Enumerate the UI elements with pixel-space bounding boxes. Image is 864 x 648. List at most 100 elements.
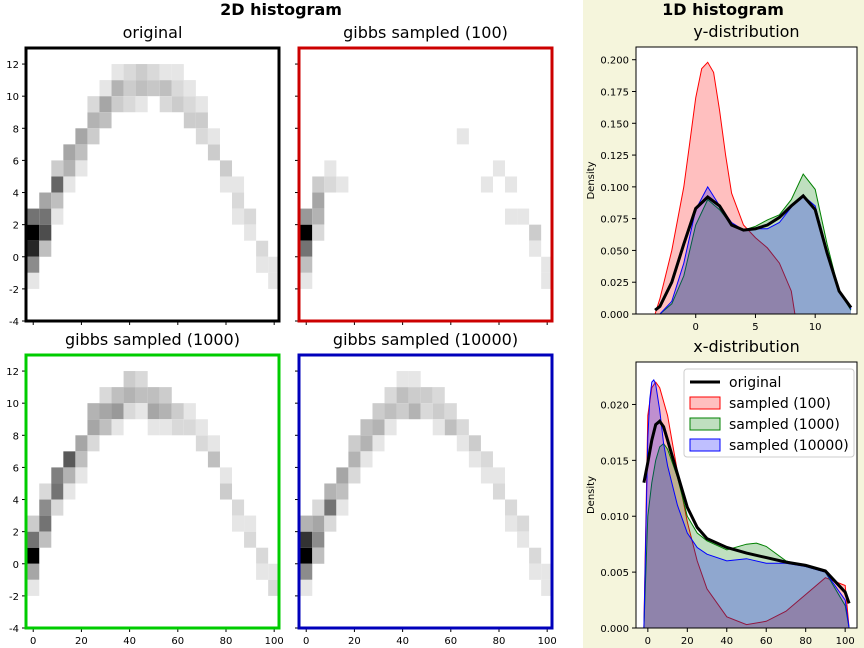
heatmap-cell xyxy=(171,64,184,81)
heatmap-cell xyxy=(111,80,124,97)
heatmap-cell xyxy=(529,563,542,580)
y-tick-label: 0.015 xyxy=(600,456,629,467)
heatmap-cell xyxy=(456,128,469,145)
heatmap-cell xyxy=(51,176,64,193)
heatmap-cell xyxy=(529,547,542,564)
heatmap-cell xyxy=(159,387,172,404)
x-tick-label: 80 xyxy=(799,636,812,647)
heatmap-cell xyxy=(87,435,100,452)
heatmap-cell xyxy=(183,403,196,420)
plot-background xyxy=(636,47,857,314)
y-tick-label: 0.025 xyxy=(600,278,629,289)
heatmap-cell xyxy=(244,208,257,225)
heatmap-cell xyxy=(207,435,220,452)
heatmap-grid: original -4 -2 0 2 4 6 8 10 12 gibbs sampled (100)… xyxy=(6,23,556,647)
heatmap-cell xyxy=(75,451,88,468)
heatmap-cell xyxy=(123,96,136,113)
heatmap-cell xyxy=(51,499,64,516)
heatmap-cell xyxy=(312,515,325,532)
heatmap-cell xyxy=(99,112,112,129)
heatmap-cell xyxy=(135,387,148,404)
heatmap-cell xyxy=(456,419,469,436)
heatmap-cell xyxy=(75,467,88,484)
heatmap-title: gibbs sampled (100) xyxy=(343,23,508,42)
y-tick-label: 6 xyxy=(13,156,19,167)
heatmap-cell xyxy=(207,451,220,468)
y-tick-label: 2 xyxy=(13,528,19,539)
left-section-title: 2D histogram xyxy=(220,0,342,19)
density-area-sampled_1000 xyxy=(643,443,850,628)
heatmap-cell xyxy=(147,387,160,404)
heatmap-cell xyxy=(541,579,552,596)
heatmap-cell xyxy=(517,531,530,548)
y-tick-label: 0.100 xyxy=(600,183,629,194)
heatmap-cell xyxy=(27,531,40,548)
heatmap-cell xyxy=(360,451,373,468)
heatmap-cell xyxy=(207,128,220,145)
y-tick-label: 10 xyxy=(6,399,19,410)
heatmap-cell xyxy=(432,403,445,420)
heatmap-cell xyxy=(312,176,325,193)
heatmap-cell xyxy=(63,483,76,500)
heatmap-cell xyxy=(312,208,325,225)
heatmap-cell xyxy=(300,579,313,596)
heatmap-cell xyxy=(232,176,245,193)
x-tick-label: 0 xyxy=(645,636,651,647)
heatmap-cell xyxy=(147,64,160,81)
heatmap-cell xyxy=(111,96,124,113)
heatmap-cell xyxy=(27,547,40,564)
x-tick-label: 100 xyxy=(836,636,855,647)
y-axis-label: Density xyxy=(586,476,597,514)
heatmap-cell xyxy=(99,387,112,404)
heatmap-cell xyxy=(348,451,361,468)
density-line-original xyxy=(642,418,851,604)
heatmap-cell xyxy=(195,128,208,145)
density-panel-xdist: x-distribution Density 0.000 0.005 0.010 0.01… xyxy=(586,337,858,647)
heatmap-cell xyxy=(195,435,208,452)
heatmap-cell xyxy=(300,224,313,241)
heatmap-cell xyxy=(336,467,349,484)
heatmap-cell xyxy=(183,80,196,97)
heatmap-cell xyxy=(480,451,493,468)
legend-label: original xyxy=(729,375,781,391)
heatmap-frame xyxy=(297,353,554,630)
heatmap-cell xyxy=(123,403,136,420)
heatmap-cell xyxy=(171,80,184,97)
legend-label: sampled (10000) xyxy=(729,438,849,454)
y-tick-label: 4 xyxy=(13,189,19,200)
heatmap-cell xyxy=(27,256,40,273)
y-tick-label: 0.150 xyxy=(600,119,629,130)
heatmap-cell xyxy=(408,403,421,420)
heatmap-cell xyxy=(336,483,349,500)
heatmap-cell xyxy=(529,240,542,257)
density-line-sampled_100 xyxy=(654,61,796,315)
x-tick-label: 20 xyxy=(75,636,88,647)
heatmap-cell xyxy=(517,515,530,532)
heatmap-cell xyxy=(99,80,112,97)
legend-box xyxy=(683,368,855,458)
plot-frame xyxy=(635,361,858,629)
heatmap-cell xyxy=(123,387,136,404)
heatmap-cell xyxy=(517,208,530,225)
heatmap-cell xyxy=(468,435,481,452)
heatmap-panel-g1000: gibbs sampled (1000) -4 -2 0 2 4 6 8 10 12 0 20 40 60… xyxy=(6,330,283,647)
density-area-sampled_100 xyxy=(643,382,850,628)
heatmap-cell xyxy=(99,419,112,436)
right-section-title: 1D histogram xyxy=(662,0,784,19)
heatmap-cell xyxy=(75,435,88,452)
heatmap-cell xyxy=(256,563,269,580)
heatmap-cell xyxy=(195,96,208,113)
heatmap-title: original xyxy=(123,23,183,42)
heatmap-cell xyxy=(219,467,233,484)
y-tick-label: 0 xyxy=(13,253,19,264)
density-title: y-distribution xyxy=(693,22,799,41)
heatmap-cell xyxy=(183,419,196,436)
heatmap-cell xyxy=(300,240,313,257)
x-tick-label: 20 xyxy=(348,636,361,647)
y-tick-label: 0.000 xyxy=(600,310,629,321)
heatmap-cell xyxy=(300,531,313,548)
heatmap-cell xyxy=(135,403,148,420)
heatmap-cell xyxy=(312,192,325,209)
legend-swatch-sampled_100 xyxy=(689,396,721,410)
x-tick-label: 60 xyxy=(444,636,457,647)
